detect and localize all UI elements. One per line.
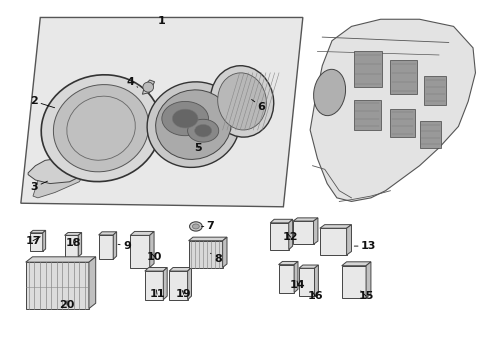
Polygon shape: [309, 19, 474, 202]
Ellipse shape: [41, 75, 161, 181]
Polygon shape: [99, 232, 116, 235]
Ellipse shape: [147, 82, 239, 167]
Text: 8: 8: [210, 253, 221, 264]
Polygon shape: [64, 233, 81, 235]
Polygon shape: [42, 230, 45, 251]
Text: 12: 12: [283, 232, 298, 242]
Text: 7: 7: [201, 221, 214, 231]
Polygon shape: [270, 223, 288, 249]
Polygon shape: [144, 267, 167, 271]
Text: 18: 18: [65, 238, 81, 248]
Polygon shape: [187, 267, 191, 300]
Bar: [389, 60, 416, 94]
Polygon shape: [130, 235, 149, 267]
Circle shape: [189, 222, 202, 231]
Text: 14: 14: [289, 280, 305, 291]
Polygon shape: [341, 262, 370, 266]
Polygon shape: [149, 231, 154, 267]
Polygon shape: [222, 237, 226, 267]
Polygon shape: [341, 266, 366, 298]
Polygon shape: [30, 230, 45, 233]
Circle shape: [192, 224, 199, 229]
Text: 10: 10: [146, 252, 162, 262]
Polygon shape: [313, 218, 317, 244]
Bar: [353, 51, 381, 87]
Polygon shape: [366, 262, 370, 298]
Text: 20: 20: [59, 300, 75, 310]
Ellipse shape: [313, 69, 345, 116]
Text: 15: 15: [358, 291, 373, 301]
Ellipse shape: [53, 85, 148, 172]
Ellipse shape: [155, 90, 231, 159]
Bar: [419, 121, 441, 148]
Polygon shape: [33, 157, 91, 198]
Text: 5: 5: [194, 143, 202, 153]
Circle shape: [172, 109, 198, 128]
Polygon shape: [169, 271, 187, 300]
Polygon shape: [270, 219, 292, 223]
Bar: [353, 100, 380, 130]
Polygon shape: [113, 232, 116, 259]
Text: 17: 17: [25, 236, 41, 246]
Text: 6: 6: [251, 99, 265, 112]
Ellipse shape: [142, 82, 153, 92]
Text: 4: 4: [126, 77, 138, 87]
Polygon shape: [319, 225, 351, 228]
Text: 2: 2: [31, 96, 55, 108]
Text: 9: 9: [118, 241, 130, 251]
Polygon shape: [64, 235, 78, 257]
Polygon shape: [314, 265, 318, 296]
Polygon shape: [292, 218, 317, 221]
Polygon shape: [319, 228, 346, 255]
Circle shape: [162, 102, 208, 136]
Polygon shape: [89, 257, 96, 309]
Text: 11: 11: [149, 289, 164, 299]
Polygon shape: [298, 268, 314, 296]
Polygon shape: [144, 271, 163, 300]
Bar: [424, 76, 446, 105]
Polygon shape: [278, 265, 293, 293]
Ellipse shape: [210, 66, 273, 137]
Ellipse shape: [217, 73, 266, 130]
Polygon shape: [26, 262, 89, 309]
Polygon shape: [346, 225, 351, 255]
Polygon shape: [30, 233, 42, 251]
Circle shape: [187, 119, 218, 142]
Polygon shape: [163, 267, 167, 300]
Polygon shape: [21, 18, 302, 207]
Bar: [389, 109, 414, 137]
Polygon shape: [278, 261, 297, 265]
Polygon shape: [169, 267, 191, 271]
Polygon shape: [142, 80, 154, 94]
Polygon shape: [188, 237, 226, 241]
Polygon shape: [78, 233, 81, 257]
Circle shape: [194, 125, 211, 137]
Polygon shape: [288, 219, 292, 249]
Polygon shape: [292, 221, 313, 244]
Text: 3: 3: [31, 181, 47, 192]
Polygon shape: [188, 241, 222, 267]
Polygon shape: [99, 235, 113, 259]
Polygon shape: [28, 157, 91, 184]
Text: 16: 16: [306, 291, 322, 301]
Polygon shape: [130, 231, 154, 235]
Text: 13: 13: [353, 241, 375, 251]
Text: 1: 1: [158, 16, 165, 26]
Polygon shape: [26, 257, 96, 262]
Polygon shape: [298, 265, 318, 268]
Text: 19: 19: [176, 289, 191, 299]
Polygon shape: [293, 261, 297, 293]
